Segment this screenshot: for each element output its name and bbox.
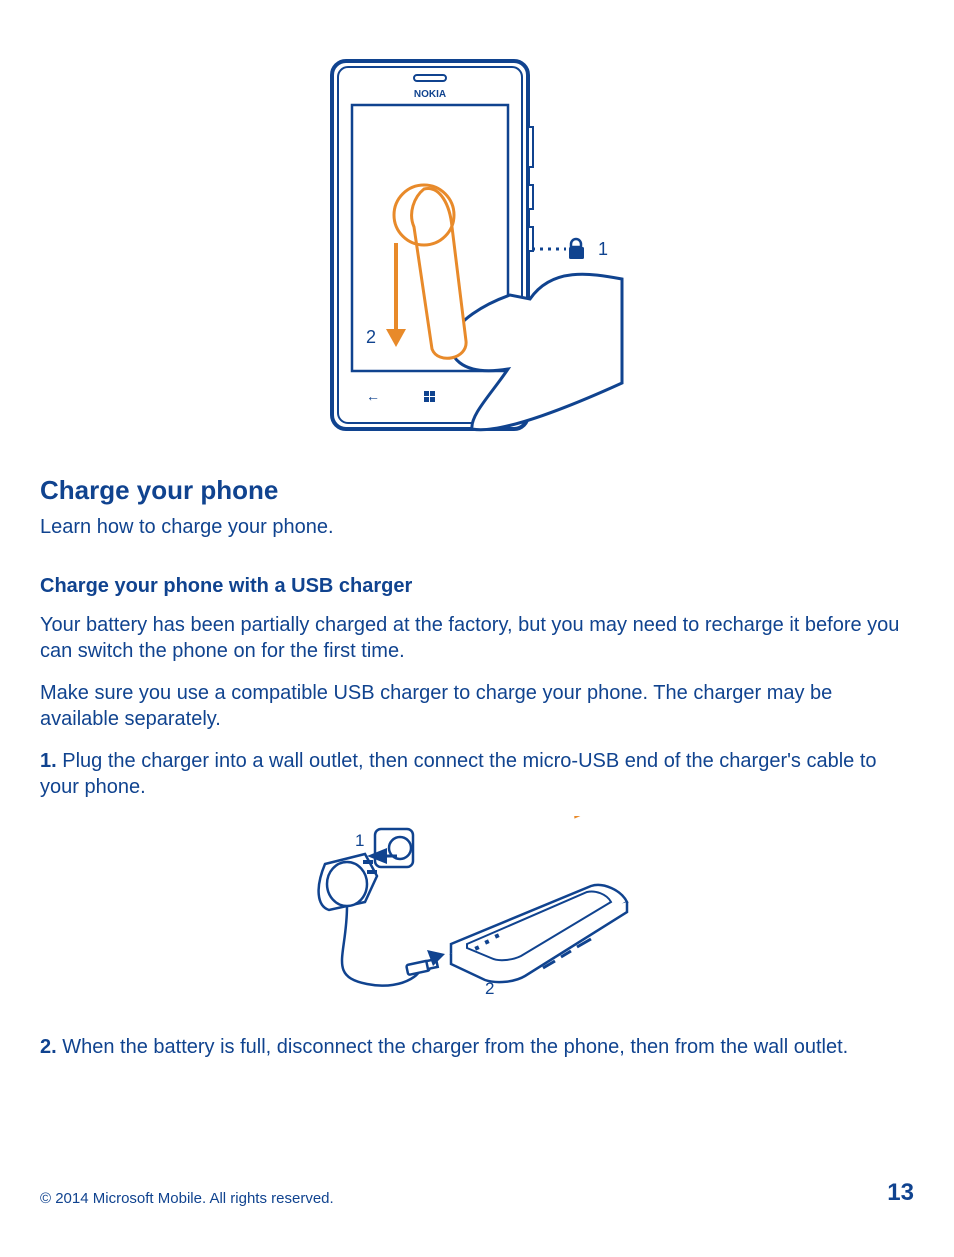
section-heading: Charge your phone bbox=[40, 475, 914, 506]
svg-text:1: 1 bbox=[598, 239, 608, 259]
brand-text: NOKIA bbox=[414, 89, 446, 100]
step-1-text: Plug the charger into a wall outlet, the… bbox=[40, 750, 877, 798]
section-subheading: Charge your phone with a USB charger bbox=[40, 575, 914, 598]
paragraph-2: Make sure you use a compatible USB charg… bbox=[40, 680, 914, 732]
step-2: 2. When the battery is full, disconnect … bbox=[40, 1034, 914, 1060]
svg-text:1: 1 bbox=[355, 831, 364, 850]
svg-text:2: 2 bbox=[366, 327, 376, 347]
section-intro: Learn how to charge your phone. bbox=[40, 516, 914, 539]
paragraph-1: Your battery has been partially charged … bbox=[40, 612, 914, 664]
step-1: 1. Plug the charger into a wall outlet, … bbox=[40, 748, 914, 800]
svg-text:←: ← bbox=[366, 388, 380, 404]
step-2-number: 2. bbox=[40, 1036, 57, 1058]
page-footer: © 2014 Microsoft Mobile. All rights rese… bbox=[40, 1179, 914, 1207]
copyright-text: © 2014 Microsoft Mobile. All rights rese… bbox=[40, 1190, 334, 1207]
swipe-illustration: NOKIA ← 1 bbox=[40, 55, 914, 435]
charger-illustration: 1 2 bbox=[40, 816, 914, 1016]
step-1-number: 1. bbox=[40, 750, 57, 772]
page-number: 13 bbox=[887, 1179, 914, 1207]
step-2-text: When the battery is full, disconnect the… bbox=[57, 1036, 849, 1058]
